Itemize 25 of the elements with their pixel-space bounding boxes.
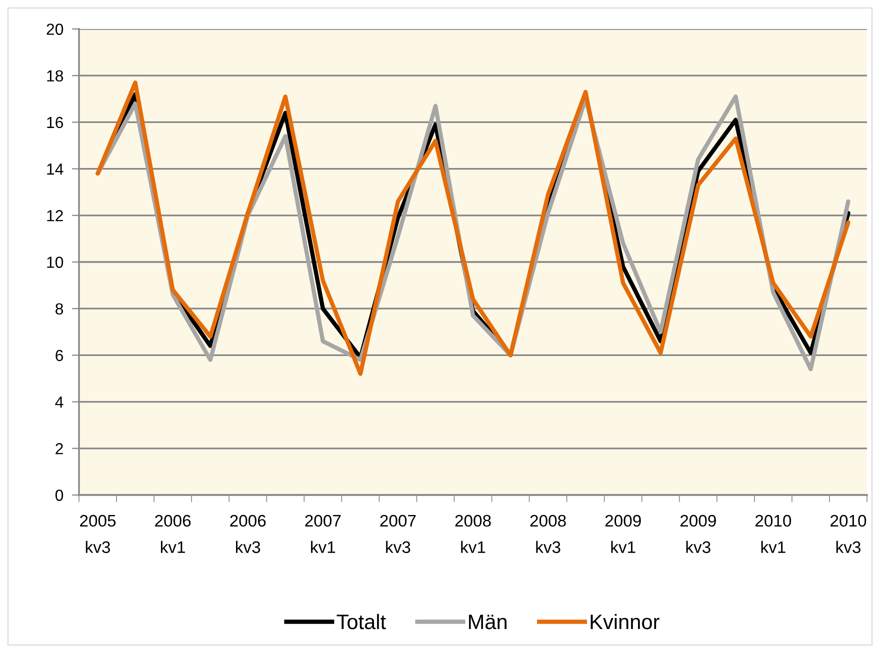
x-tick-label: 2008 kv3 bbox=[530, 514, 566, 554]
legend-label: Män bbox=[469, 614, 506, 630]
y-tick-label: 18 bbox=[47, 70, 64, 82]
x-tick-label: 2010 kv3 bbox=[830, 514, 866, 554]
y-tick-label: 0 bbox=[55, 490, 64, 501]
y-tick-label: 2 bbox=[56, 443, 63, 454]
y-tick-label: 4 bbox=[55, 396, 64, 408]
x-tick-label: 2007 kv3 bbox=[380, 514, 416, 554]
y-tick-label: 12 bbox=[47, 210, 63, 222]
y-tick-label: 14 bbox=[47, 164, 64, 175]
y-tick-label: 8 bbox=[56, 303, 64, 315]
y-tick-label: 6 bbox=[56, 350, 64, 362]
y-tick-label: 20 bbox=[46, 24, 64, 35]
x-tick-label: 2008 kv1 bbox=[455, 514, 491, 553]
x-tick-label: 2007 kv1 bbox=[305, 514, 341, 553]
x-tick-label: 2006 kv1 bbox=[155, 514, 191, 553]
x-tick-label: 2005 kv3 bbox=[80, 514, 116, 554]
y-tick-label: 16 bbox=[47, 116, 64, 128]
legend-label: Totalt bbox=[336, 614, 386, 630]
x-tick-label: 2010 kv1 bbox=[755, 514, 792, 553]
x-tick-label: 2006 kv3 bbox=[230, 514, 266, 554]
y-tick-label: 10 bbox=[47, 256, 64, 268]
x-tick-label: 2009 kv3 bbox=[680, 514, 716, 554]
legend-label: Kvinnor bbox=[590, 614, 660, 630]
x-tick-label: 2009 kv1 bbox=[605, 514, 641, 553]
